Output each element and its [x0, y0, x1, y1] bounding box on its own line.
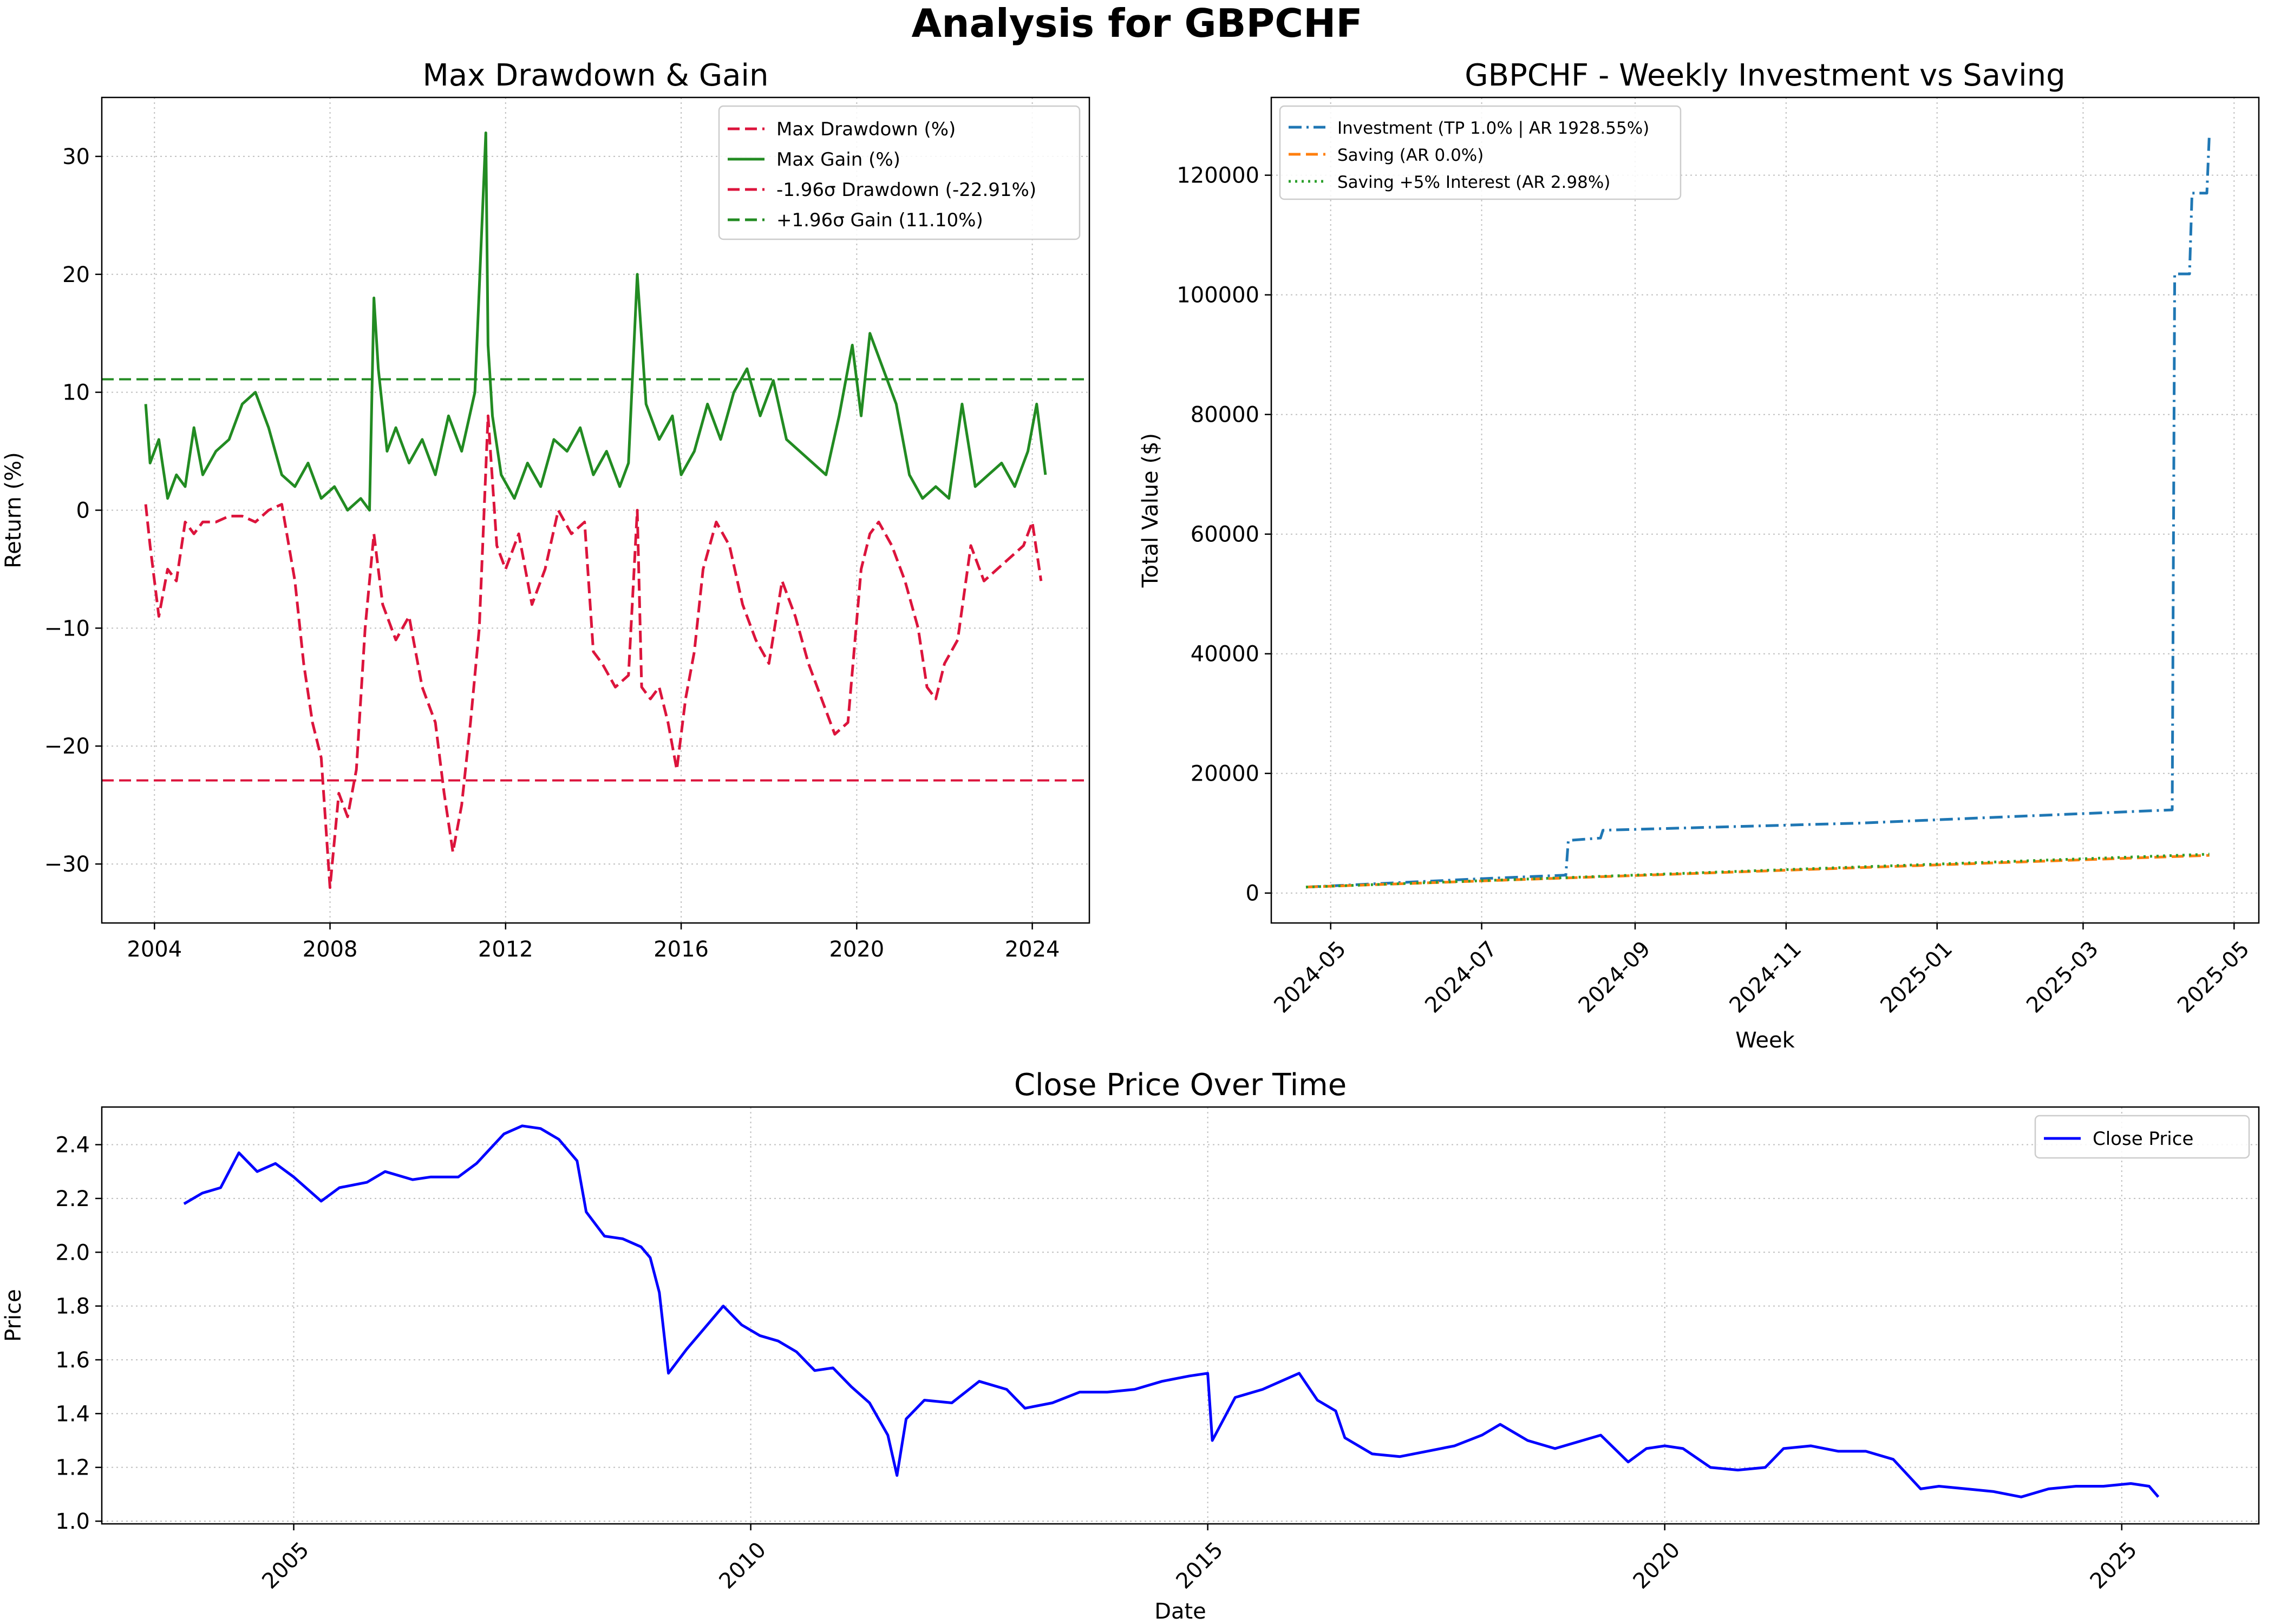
legend-label: Max Gain (%): [776, 149, 900, 171]
legend: Investment (TP 1.0% | AR 1928.55%) Saving…: [1279, 105, 1682, 200]
grid: [102, 1107, 2259, 1524]
legend-label: +1.96σ Gain (11.10%): [776, 209, 983, 231]
x-tick-label: 2004: [127, 937, 182, 962]
legend-box: [2034, 1115, 2250, 1159]
legend: Close Price: [2034, 1115, 2250, 1159]
axes-frame: [1270, 96, 2260, 924]
y-axis-label: Price: [1, 1289, 26, 1342]
series-line-0: [183, 1124, 2160, 1498]
x-tick-label: 2024: [1005, 937, 1060, 962]
series-line-0: [144, 414, 1043, 889]
legend-box: [1279, 105, 1682, 200]
legend-label: Saving +5% Interest (AR 2.98%): [1337, 173, 1610, 192]
y-tick-label: 120000: [1177, 163, 1259, 188]
y-tick-label: 0: [76, 499, 90, 523]
y-axis-label: Return (%): [1, 452, 26, 568]
y-tick-label: 2.4: [55, 1133, 90, 1158]
legend-label: Investment (TP 1.0% | AR 1928.55%): [1337, 119, 1649, 138]
y-tick-label: 1.6: [55, 1348, 90, 1373]
legend-box: [718, 105, 1081, 240]
legend-label: Saving (AR 0.0%): [1337, 146, 1484, 165]
chart-title: Max Drawdown & Gain: [423, 58, 769, 93]
y-tick-label: −30: [44, 852, 90, 877]
series-line-1: [1305, 854, 2210, 889]
x-axis-label: Week: [1735, 1028, 1795, 1053]
y-tick-label: 2.2: [55, 1187, 90, 1212]
legend-label: -1.96σ Drawdown (-22.91%): [776, 179, 1036, 201]
chart-title: GBPCHF - Weekly Investment vs Saving: [1465, 58, 2065, 93]
y-tick-label: 80000: [1191, 403, 1259, 428]
figure-title: Analysis for GBPCHF: [911, 1, 1362, 46]
x-tick-label: 2008: [303, 937, 358, 962]
series-line-0: [1305, 133, 2211, 889]
chart-title: Close Price Over Time: [1014, 1068, 1347, 1103]
y-tick-label: 10: [62, 381, 90, 405]
y-tick-label: 60000: [1191, 522, 1259, 547]
y-tick-label: 100000: [1177, 283, 1259, 308]
axes-frame: [101, 1106, 2260, 1525]
series-line-1: [144, 131, 1047, 512]
legend-label: Max Drawdown (%): [776, 119, 956, 140]
y-tick-label: 2.0: [55, 1240, 90, 1265]
x-tick-label: 2012: [478, 937, 533, 962]
legend-label: Close Price: [2093, 1128, 2193, 1150]
x-tick-label: 2016: [654, 937, 709, 962]
y-tick-label: 20000: [1191, 762, 1259, 787]
grid: [102, 97, 1089, 923]
y-tick-label: 20: [62, 263, 90, 287]
y-tick-label: 0: [1246, 881, 1259, 906]
y-tick-label: 1.0: [55, 1509, 90, 1534]
y-axis-label: Total Value ($): [1138, 433, 1163, 588]
y-tick-label: −20: [44, 734, 90, 759]
y-tick-label: −10: [44, 616, 90, 641]
legend: Max Drawdown (%) Max Gain (%) -1.96σ Drawd…: [718, 105, 1081, 240]
y-tick-label: 1.2: [55, 1456, 90, 1481]
y-tick-label: 40000: [1191, 642, 1259, 667]
x-axis-label: Date: [1154, 1599, 1206, 1624]
y-tick-label: 1.4: [55, 1402, 90, 1426]
y-tick-label: 30: [62, 145, 90, 169]
chart-drawdown_gain: 2004 2008 2012 2016 2020 2024 −30 −20 −10 0 10 20 30…: [1, 58, 1090, 962]
series-line-2: [1305, 853, 2210, 889]
y-tick-label: 1.8: [55, 1294, 90, 1319]
grid: [1271, 97, 2259, 923]
x-tick-label: 2020: [829, 937, 884, 962]
